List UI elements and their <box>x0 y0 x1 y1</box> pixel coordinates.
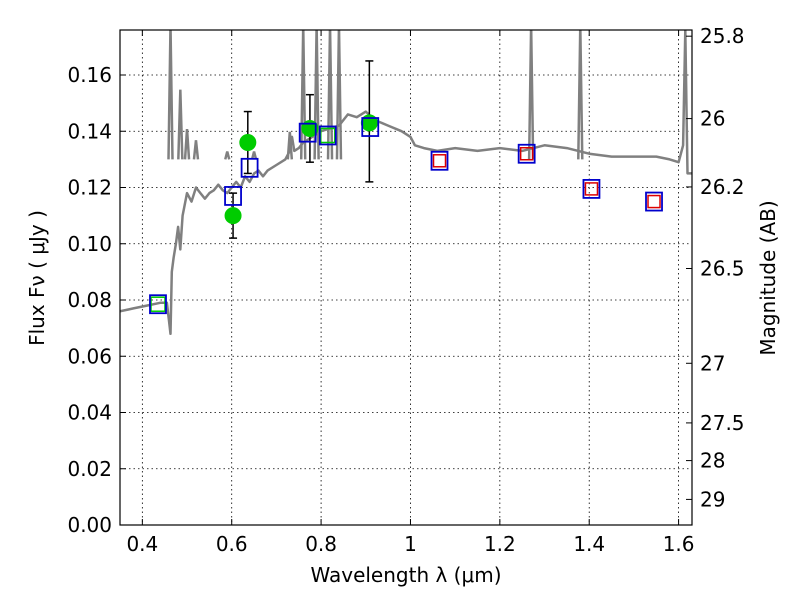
emission-spike <box>326 30 334 160</box>
model-square <box>517 143 536 164</box>
mag-tick-label: 26 <box>700 107 725 131</box>
model-square <box>224 186 242 206</box>
model-square-inner <box>647 194 661 209</box>
emission-spike <box>335 30 343 160</box>
ticks <box>120 30 692 526</box>
grid <box>120 30 692 525</box>
y2-axis-label: Magnitude (AB) <box>756 200 780 355</box>
x-tick-label: 1.2 <box>484 532 516 556</box>
mag-tick-label: 27.5 <box>700 411 745 435</box>
y-tick-label: 0.12 <box>67 176 112 200</box>
y-tick-label: 0.16 <box>67 63 112 87</box>
model-spectrum <box>120 30 692 336</box>
model-square <box>582 179 601 199</box>
emission-spike <box>577 30 584 160</box>
model-square <box>361 117 380 137</box>
y-tick-label: 0.08 <box>67 288 112 312</box>
observed-point <box>239 134 257 151</box>
emission-spike <box>192 140 200 160</box>
model-photometry <box>149 117 663 315</box>
mag-tick-label: 27 <box>700 351 725 375</box>
mag-tick-label: 25.8 <box>700 24 745 48</box>
y-tick-label: 0.04 <box>67 401 112 425</box>
model-square <box>430 150 449 171</box>
emission-spike <box>224 151 231 160</box>
observed-point <box>224 207 242 225</box>
model-spectrum-line <box>120 30 692 336</box>
emission-spike <box>167 30 174 160</box>
emission-spike <box>183 128 191 160</box>
model-square <box>149 294 167 315</box>
mag-tick-label: 29 <box>700 487 725 511</box>
y-tick-label: 0.10 <box>67 232 112 256</box>
emission-spike <box>177 89 184 160</box>
model-square <box>645 191 663 212</box>
y-tick-label: 0.14 <box>67 119 112 143</box>
mag-tick-label: 26.2 <box>700 175 745 199</box>
emission-spike <box>299 30 307 160</box>
model-square-inner <box>320 127 336 144</box>
x-tick-label: 1.6 <box>663 532 695 556</box>
y-tick-label: 0.02 <box>67 457 112 481</box>
x-tick-label: 0.4 <box>126 532 158 556</box>
x-tick-label: 1.4 <box>573 532 605 556</box>
emission-spike <box>250 151 258 160</box>
model-square-inner <box>432 154 447 168</box>
model-square <box>318 125 337 146</box>
x-tick-label: 0.8 <box>305 532 337 556</box>
x-axis-label: Wavelength λ (μm) <box>310 563 501 587</box>
model-square-inner <box>584 182 599 196</box>
x-tick-label: 1 <box>404 532 417 556</box>
y-tick-label: 0.00 <box>67 513 112 537</box>
mag-tick-label: 26.5 <box>700 257 745 281</box>
y-tick-label: 0.06 <box>67 344 112 368</box>
plot-frame <box>119 29 693 526</box>
mag-tick-label: 28 <box>700 449 725 473</box>
y-axis-label: Flux Fν ( μJy ) <box>25 210 49 346</box>
emission-spike <box>313 30 320 160</box>
emission-spike <box>286 131 294 160</box>
x-tick-label: 0.6 <box>216 532 248 556</box>
tick-labels: 0.4 0.6 0.8 1 1.2 1.4 1.6 0.00 0.02 0.04 0.06 0.08 0… <box>67 24 744 556</box>
emission-spike <box>527 30 535 160</box>
model-square-inner <box>150 296 166 312</box>
model-square-inner <box>519 147 534 161</box>
model-square <box>298 122 317 143</box>
model-square <box>240 157 259 178</box>
